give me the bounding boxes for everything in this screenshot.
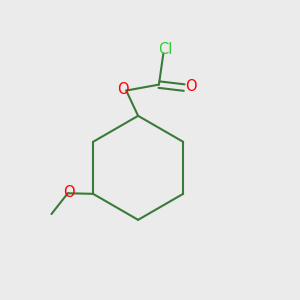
Text: O: O xyxy=(117,82,128,98)
Text: O: O xyxy=(63,185,74,200)
Text: Cl: Cl xyxy=(159,42,173,57)
Text: O: O xyxy=(185,79,197,94)
